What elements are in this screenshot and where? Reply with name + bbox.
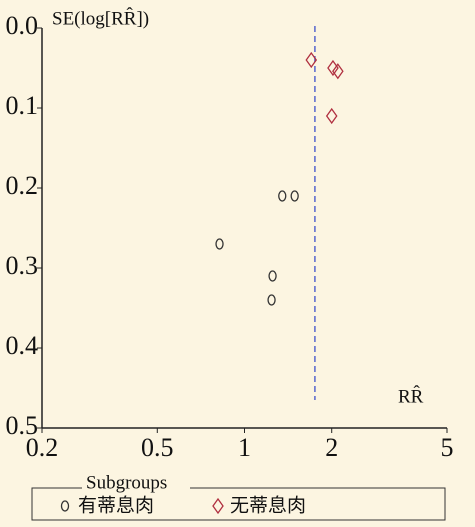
y-axis-label: SE(log[RR̂]) (52, 8, 149, 30)
x-tick-label: 0.2 (26, 433, 59, 462)
point (215, 238, 224, 250)
x-tick-label: 5 (441, 433, 454, 462)
legend-title: Subgroups (86, 472, 167, 493)
y-tick-label: 0.0 (6, 11, 39, 40)
point (268, 270, 277, 282)
y-tick-label: 0.1 (6, 91, 39, 120)
point (278, 190, 287, 202)
legend-label: 无蒂息肉 (230, 495, 306, 517)
point (290, 190, 299, 202)
y-tick-label: 0.4 (6, 331, 39, 360)
point (332, 63, 344, 80)
y-tick-label: 0.3 (6, 251, 39, 280)
legend-marker (60, 500, 70, 512)
point (305, 51, 318, 69)
legend-box (31, 487, 446, 521)
legend-label: 有蒂息肉 (78, 495, 154, 517)
y-tick-label: 0.5 (6, 411, 39, 440)
point (267, 294, 276, 306)
point (325, 107, 338, 125)
x-tick-label: 1 (238, 433, 251, 462)
x-tick-label: 0.5 (141, 433, 174, 462)
y-tick-label: 0.2 (6, 171, 39, 200)
legend-marker (212, 497, 224, 515)
x-axis-label: RR̂ (398, 386, 424, 408)
point (327, 59, 339, 77)
x-tick-label: 2 (325, 433, 338, 462)
legend-title-bg (82, 476, 190, 494)
